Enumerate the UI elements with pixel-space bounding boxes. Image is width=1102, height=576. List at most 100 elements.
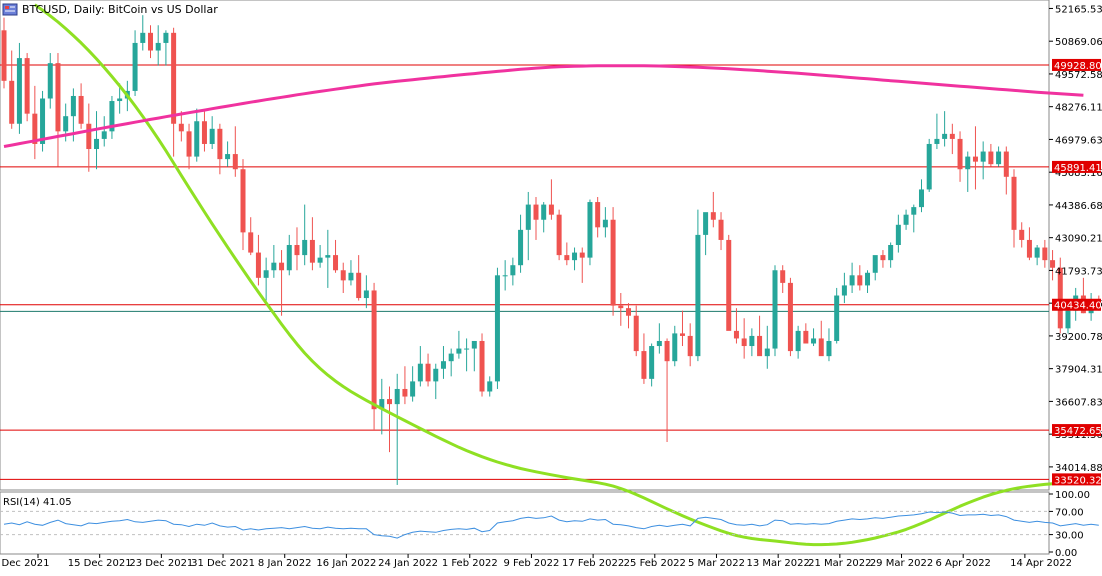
candle[interactable] <box>965 151 971 192</box>
candle[interactable] <box>741 318 747 359</box>
candle[interactable] <box>865 270 871 293</box>
candle[interactable] <box>271 245 277 278</box>
candle[interactable] <box>340 262 346 293</box>
candle[interactable] <box>101 116 107 147</box>
candle[interactable] <box>171 27 177 157</box>
candle[interactable] <box>556 209 562 261</box>
candle[interactable] <box>94 111 100 170</box>
candle[interactable] <box>502 260 508 291</box>
candle[interactable] <box>1011 169 1017 248</box>
candle[interactable] <box>402 366 408 405</box>
candle[interactable] <box>525 191 531 261</box>
candle[interactable] <box>387 386 392 453</box>
rsi-line[interactable] <box>3 511 1099 539</box>
candle[interactable] <box>772 265 778 357</box>
candle[interactable] <box>201 111 207 152</box>
candle[interactable] <box>248 217 254 256</box>
candle[interactable] <box>718 212 724 251</box>
candle[interactable] <box>764 325 770 369</box>
candle[interactable] <box>147 25 153 59</box>
candle[interactable] <box>9 50 15 129</box>
candle[interactable] <box>957 131 963 182</box>
candle[interactable] <box>448 348 454 377</box>
candle[interactable] <box>803 323 809 344</box>
candle[interactable] <box>32 85 38 160</box>
candle[interactable] <box>363 275 369 309</box>
candle[interactable] <box>610 207 616 316</box>
candle[interactable] <box>209 116 215 150</box>
candle[interactable] <box>24 53 30 122</box>
candle[interactable] <box>40 90 46 152</box>
candle[interactable] <box>733 308 739 344</box>
candle[interactable] <box>417 346 423 387</box>
candle[interactable] <box>456 330 462 359</box>
candle[interactable] <box>510 257 516 286</box>
candle[interactable] <box>934 113 940 150</box>
candle[interactable] <box>464 338 470 372</box>
candle[interactable] <box>132 30 138 96</box>
candle[interactable] <box>302 204 308 266</box>
candle[interactable] <box>186 123 192 170</box>
candle[interactable] <box>86 103 92 172</box>
candle[interactable] <box>872 255 878 281</box>
candle[interactable] <box>333 239 339 273</box>
price-level-tag[interactable]: 49928.803 <box>1052 58 1102 72</box>
candle[interactable] <box>926 138 932 192</box>
candle[interactable] <box>263 257 269 301</box>
candle[interactable] <box>294 227 300 271</box>
candle[interactable] <box>695 209 701 362</box>
candle[interactable] <box>757 315 763 357</box>
candle[interactable] <box>178 111 184 142</box>
candle[interactable] <box>903 209 909 230</box>
candle[interactable] <box>487 376 493 397</box>
candle[interactable] <box>880 250 886 268</box>
candle[interactable] <box>895 214 901 253</box>
rsi-panel[interactable] <box>0 491 1050 555</box>
candle[interactable] <box>309 217 315 271</box>
candle[interactable] <box>55 53 61 167</box>
candle[interactable] <box>888 242 894 268</box>
candle[interactable] <box>579 247 585 283</box>
candle[interactable] <box>656 323 662 354</box>
candle[interactable] <box>834 287 840 344</box>
candle[interactable] <box>548 179 554 220</box>
candle[interactable] <box>371 282 377 430</box>
candle[interactable] <box>679 310 685 347</box>
candle[interactable] <box>918 179 924 213</box>
candle[interactable] <box>749 328 755 357</box>
candle[interactable] <box>857 265 863 291</box>
price-level-tag[interactable]: 40434.404 <box>1052 298 1102 312</box>
candle[interactable] <box>633 305 639 357</box>
candle[interactable] <box>47 53 53 109</box>
candle[interactable] <box>972 126 978 190</box>
price-level-tag[interactable]: 35472.658 <box>1052 424 1102 437</box>
candle[interactable] <box>533 197 539 240</box>
candle[interactable] <box>440 346 446 379</box>
price-level-tag[interactable]: 33520.324 <box>1052 473 1102 486</box>
candle[interactable] <box>818 320 824 357</box>
candle[interactable] <box>795 325 801 359</box>
candle[interactable] <box>225 141 231 167</box>
slow-moving-average-line[interactable] <box>3 64 1084 148</box>
candle[interactable] <box>78 83 84 129</box>
candle[interactable] <box>494 267 500 389</box>
candle[interactable] <box>626 303 632 329</box>
candle[interactable] <box>826 328 832 362</box>
candle[interactable] <box>479 333 485 397</box>
candle[interactable] <box>687 323 693 367</box>
candle[interactable] <box>641 333 647 384</box>
candle[interactable] <box>587 199 593 266</box>
candle[interactable] <box>1050 250 1056 281</box>
candle[interactable] <box>1 17 7 89</box>
candle[interactable] <box>595 197 601 238</box>
candle[interactable] <box>996 146 1002 167</box>
candle[interactable] <box>471 340 477 372</box>
candle[interactable] <box>163 30 169 66</box>
candle[interactable] <box>726 234 732 331</box>
candle[interactable] <box>16 42 22 134</box>
candle[interactable] <box>325 229 331 288</box>
candle[interactable] <box>140 15 146 51</box>
candle[interactable] <box>911 204 917 233</box>
